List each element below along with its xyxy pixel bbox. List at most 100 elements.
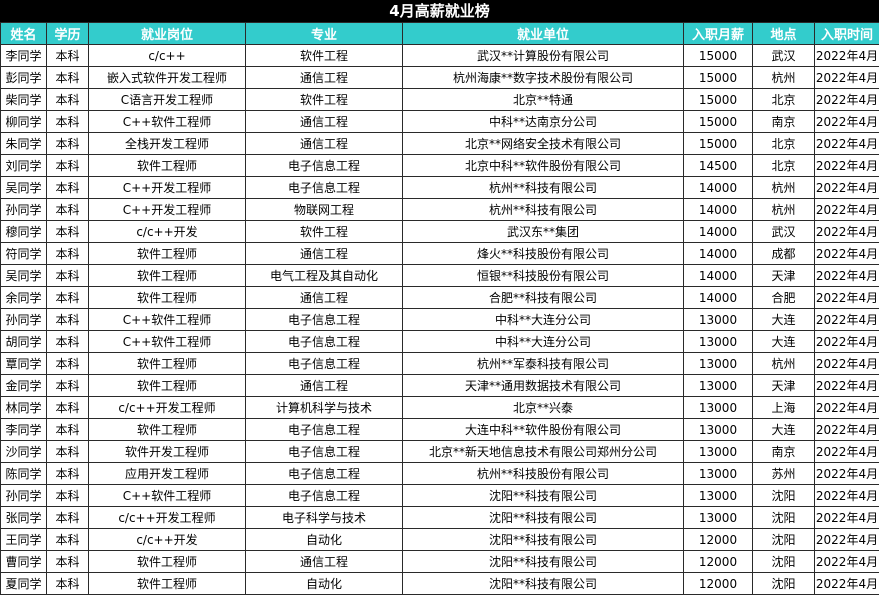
table-cell: 沈阳**科技有限公司 <box>403 485 684 507</box>
table-cell: 14000 <box>684 265 753 287</box>
table-cell: 北京中科**软件股份有限公司 <box>403 155 684 177</box>
table-cell: 2022年4月 <box>815 45 879 67</box>
table-cell: 中科**大连分公司 <box>403 331 684 353</box>
table-cell: 杭州海康**数字技术股份有限公司 <box>403 67 684 89</box>
table-cell: 中科**达南京分公司 <box>403 111 684 133</box>
table-cell: 北京**兴泰 <box>403 397 684 419</box>
table-cell: 2022年4月 <box>815 243 879 265</box>
table-cell: 刘同学 <box>1 155 47 177</box>
table-cell: 沈阳**科技有限公司 <box>403 573 684 595</box>
table-cell: 通信工程 <box>246 375 403 397</box>
table-cell: c/c++开发工程师 <box>89 507 246 529</box>
table-cell: 余同学 <box>1 287 47 309</box>
table-cell: 电子科学与技术 <box>246 507 403 529</box>
table-cell: 电子信息工程 <box>246 463 403 485</box>
table-cell: 本科 <box>47 529 89 551</box>
table-cell: 烽火**科技股份有限公司 <box>403 243 684 265</box>
table-cell: 杭州**科技股份有限公司 <box>403 463 684 485</box>
table-cell: 通信工程 <box>246 111 403 133</box>
table-cell: 15000 <box>684 89 753 111</box>
column-header: 入职月薪 <box>684 23 753 45</box>
table-cell: 武汉 <box>753 221 815 243</box>
table-cell: 天津**通用数据技术有限公司 <box>403 375 684 397</box>
table-cell: C语言开发工程师 <box>89 89 246 111</box>
table-cell: c/c++ <box>89 45 246 67</box>
table-cell: 15000 <box>684 133 753 155</box>
table-cell: 杭州**军泰科技有限公司 <box>403 353 684 375</box>
table-cell: 电子信息工程 <box>246 177 403 199</box>
table-cell: 恒银**科技股份有限公司 <box>403 265 684 287</box>
table-cell: 北京 <box>753 133 815 155</box>
table-cell: 沈阳**科技有限公司 <box>403 507 684 529</box>
table-cell: 12000 <box>684 573 753 595</box>
table-cell: C++开发工程师 <box>89 177 246 199</box>
table-cell: 杭州 <box>753 177 815 199</box>
table-cell: 本科 <box>47 89 89 111</box>
table-cell: 2022年4月 <box>815 353 879 375</box>
table-cell: 沈阳 <box>753 573 815 595</box>
table-cell: 杭州**科技有限公司 <box>403 177 684 199</box>
table-cell: 大连 <box>753 331 815 353</box>
title: 4月高薪就业榜 <box>0 0 879 22</box>
table-cell: 本科 <box>47 309 89 331</box>
table-cell: 北京**网络安全技术有限公司 <box>403 133 684 155</box>
table-cell: 软件工程师 <box>89 573 246 595</box>
table-cell: 2022年4月 <box>815 111 879 133</box>
table-cell: 电子信息工程 <box>246 309 403 331</box>
table-cell: 2022年4月 <box>815 507 879 529</box>
column-header: 就业岗位 <box>89 23 246 45</box>
table-cell: 陈同学 <box>1 463 47 485</box>
table-cell: 武汉 <box>753 45 815 67</box>
table-cell: 沙同学 <box>1 441 47 463</box>
table-cell: 软件开发工程师 <box>89 441 246 463</box>
table-cell: 通信工程 <box>246 551 403 573</box>
table-cell: 曹同学 <box>1 551 47 573</box>
table-cell: 通信工程 <box>246 243 403 265</box>
table-cell: 沈阳 <box>753 485 815 507</box>
table-cell: 柴同学 <box>1 89 47 111</box>
table-cell: 2022年4月 <box>815 265 879 287</box>
table-cell: 软件工程师 <box>89 265 246 287</box>
table-cell: 2022年4月 <box>815 177 879 199</box>
table-cell: 武汉**计算股份有限公司 <box>403 45 684 67</box>
table-cell: 沈阳**科技有限公司 <box>403 529 684 551</box>
table-cell: 符同学 <box>1 243 47 265</box>
table-cell: 大连中科**软件股份有限公司 <box>403 419 684 441</box>
table-cell: 李同学 <box>1 45 47 67</box>
table-cell: 合肥**科技有限公司 <box>403 287 684 309</box>
table-cell: 电子信息工程 <box>246 485 403 507</box>
column-header: 姓名 <box>1 23 47 45</box>
table-cell: C++软件工程师 <box>89 331 246 353</box>
header-row: 姓名学历就业岗位专业就业单位入职月薪地点入职时间 <box>1 23 879 45</box>
table-cell: 天津 <box>753 375 815 397</box>
table-cell: 2022年4月 <box>815 529 879 551</box>
table-cell: 电气工程及其自动化 <box>246 265 403 287</box>
table-cell: 软件工程 <box>246 221 403 243</box>
table-cell: 全栈开发工程师 <box>89 133 246 155</box>
column-header: 学历 <box>47 23 89 45</box>
table-cell: 本科 <box>47 397 89 419</box>
table-cell: 2022年4月 <box>815 375 879 397</box>
table-cell: 本科 <box>47 67 89 89</box>
table-cell: 计算机科学与技术 <box>246 397 403 419</box>
table-cell: 本科 <box>47 155 89 177</box>
table-cell: 13000 <box>684 375 753 397</box>
table-cell: 通信工程 <box>246 67 403 89</box>
table-cell: 上海 <box>753 397 815 419</box>
table-cell: 本科 <box>47 177 89 199</box>
table-cell: 电子信息工程 <box>246 353 403 375</box>
table-cell: C++软件工程师 <box>89 309 246 331</box>
table-cell: 南京 <box>753 441 815 463</box>
